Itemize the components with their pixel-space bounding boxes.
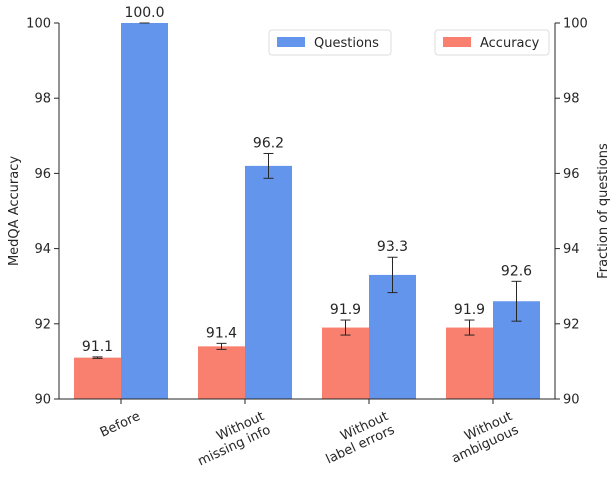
- y-tick-label-left-5: 100: [26, 17, 51, 32]
- x-tick-label-2: Withoutlabel errors: [317, 409, 397, 467]
- y-tick-label-left-2: 94: [34, 242, 51, 257]
- legends: Questions Accuracy: [268, 29, 550, 56]
- questions-label-2: 93.3: [377, 239, 408, 255]
- accuracy-bar-3: [446, 327, 493, 399]
- questions-label-1: 96.2: [253, 135, 284, 151]
- accuracy-bar-0: [74, 357, 121, 399]
- y-tick-label-right-5: 100: [563, 17, 588, 32]
- accuracy-bar-2: [322, 327, 369, 399]
- x-tick-label-0: Before: [98, 409, 143, 441]
- accuracy-label-0: 91.1: [82, 339, 113, 355]
- plot-area: [74, 22, 540, 399]
- accuracy-label-3: 91.9: [454, 302, 485, 318]
- accuracy-bar-1: [198, 346, 245, 399]
- y-tick-label-right-3: 96: [563, 167, 580, 182]
- legend-questions: Questions: [268, 29, 392, 56]
- legend-swatch: [443, 37, 471, 47]
- questions-bar-1: [245, 165, 292, 399]
- accuracy-label-2: 91.9: [330, 302, 361, 318]
- y-tick-label-left-1: 92: [34, 317, 51, 332]
- y-axis-title-right: Fraction of questions: [596, 143, 611, 279]
- questions-bar-2: [369, 274, 416, 399]
- x-tick-label-1: Withoutmissing info: [189, 409, 273, 469]
- axes: Before Withoutmissing info Withoutlabel er…: [7, 17, 611, 470]
- legend-swatch: [277, 37, 305, 47]
- y-tick-label-right-0: 90: [563, 393, 580, 408]
- legend-frame: [434, 29, 550, 56]
- questions-label-0: 100.0: [124, 5, 164, 21]
- y-tick-label-right-4: 98: [563, 92, 580, 107]
- legend-frame: [268, 29, 392, 56]
- accuracy-label-1: 91.4: [206, 325, 237, 341]
- y-tick-label-right-1: 92: [563, 317, 580, 332]
- legend-label: Accuracy: [480, 36, 540, 51]
- y-tick-label-left-4: 98: [34, 92, 51, 107]
- y-tick-label-left-0: 90: [34, 393, 51, 408]
- y-tick-label-left-3: 96: [34, 167, 51, 182]
- y-tick-label-right-2: 94: [563, 242, 580, 257]
- y-axis-title-left: MedQA Accuracy: [7, 156, 22, 266]
- questions-bar-0: [121, 23, 168, 399]
- questions-label-3: 92.6: [501, 263, 532, 279]
- x-tick-label-line: Before: [98, 409, 143, 441]
- legend-label: Questions: [314, 36, 379, 51]
- x-tick-label-3: Withoutambiguous: [443, 409, 521, 467]
- legend-accuracy: Accuracy: [434, 29, 550, 56]
- data-labels: 91.1 100.0 91.4 96.2 91.9 93.3 91.9 92.6: [82, 5, 532, 355]
